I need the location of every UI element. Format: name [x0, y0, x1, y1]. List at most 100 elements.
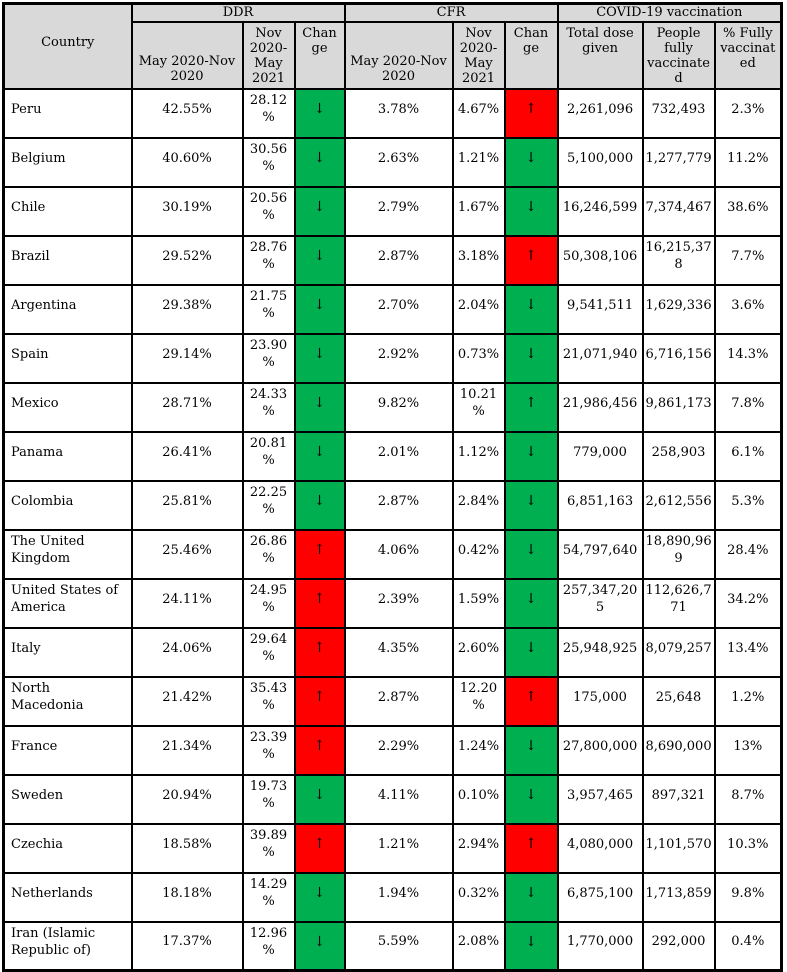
cfr-period2-cell: 12.20%	[451, 675, 506, 727]
people-fully-vaccinated-cell: 258,903	[641, 430, 716, 482]
cfr-change-down-arrow-cell: ↓	[503, 430, 559, 482]
country-cell: Sweden	[2, 773, 133, 825]
vaccination-group-header: COVID-19 vaccination	[556, 2, 783, 23]
ddr-period1-cell: 17.37%	[130, 920, 244, 972]
table-body: Peru 42.55% 28.12% ↓ 3.78% 4.67% ↑ 2,261,096 732…	[2, 87, 783, 972]
total-doses-cell: 9,541,511	[556, 283, 644, 335]
cfr-period2-cell: 2.84%	[451, 479, 506, 531]
ddr-period1-header: May 2020-Nov 2020	[130, 20, 244, 90]
ddr-change-down-arrow-cell: ↓	[293, 283, 346, 335]
ddr-period1-cell: 29.38%	[130, 283, 244, 335]
cfr-change-down-arrow-cell: ↓	[503, 724, 559, 776]
table-row: Peru 42.55% 28.12% ↓ 3.78% 4.67% ↑ 2,261,096 732…	[2, 87, 783, 139]
ddr-change-down-arrow-cell: ↓	[293, 136, 346, 188]
ddr-change-down-arrow-cell: ↓	[293, 479, 346, 531]
people-fully-vaccinated-cell: 2,612,556	[641, 479, 716, 531]
total-doses-cell: 3,957,465	[556, 773, 644, 825]
country-cell: France	[2, 724, 133, 776]
ddr-period1-cell: 18.18%	[130, 871, 244, 923]
cfr-period1-cell: 2.87%	[343, 479, 454, 531]
cfr-period2-cell: 0.73%	[451, 332, 506, 384]
ddr-period1-cell: 24.11%	[130, 577, 244, 629]
cfr-period2-cell: 3.18%	[451, 234, 506, 286]
cfr-change-down-arrow-cell: ↓	[503, 283, 559, 335]
people-fully-vaccinated-cell: 8,690,000	[641, 724, 716, 776]
cfr-period1-cell: 2.29%	[343, 724, 454, 776]
ddr-change-down-arrow-cell: ↓	[293, 920, 346, 972]
table-row: Iran (Islamic Republic of) 17.37% 12.96% ↓ 5…	[2, 920, 783, 972]
ddr-period1-cell: 30.19%	[130, 185, 244, 237]
table-row: France 21.34% 23.39% ↑ 2.29% 1.24% ↓ 27,800,000…	[2, 724, 783, 776]
country-cell: Peru	[2, 87, 133, 139]
ddr-change-up-arrow-cell: ↑	[293, 577, 346, 629]
ddr-change-down-arrow-cell: ↓	[293, 87, 346, 139]
country-cell: Colombia	[2, 479, 133, 531]
people-fully-vaccinated-header: People fully vaccinated	[641, 20, 716, 90]
table-row: Czechia 18.58% 39.89% ↑ 1.21% 2.94% ↑ 4,080,000…	[2, 822, 783, 874]
ddr-period1-cell: 24.06%	[130, 626, 244, 678]
cfr-change-up-arrow-cell: ↑	[503, 822, 559, 874]
total-doses-cell: 257,347,205	[556, 577, 644, 629]
ddr-period2-cell: 19.73%	[241, 773, 296, 825]
pct-fully-vaccinated-cell: 0.4%	[713, 920, 783, 972]
ddr-period2-cell: 28.76%	[241, 234, 296, 286]
cfr-period1-cell: 4.35%	[343, 626, 454, 678]
cfr-period1-cell: 2.70%	[343, 283, 454, 335]
people-fully-vaccinated-cell: 8,079,257	[641, 626, 716, 678]
ddr-period1-cell: 21.34%	[130, 724, 244, 776]
people-fully-vaccinated-cell: 16,215,378	[641, 234, 716, 286]
people-fully-vaccinated-cell: 9,861,173	[641, 381, 716, 433]
cfr-period1-header: May 2020-Nov 2020	[343, 20, 454, 90]
ddr-period2-cell: 24.95%	[241, 577, 296, 629]
total-doses-cell: 175,000	[556, 675, 644, 727]
total-doses-header: Total dose given	[556, 20, 644, 90]
country-cell: Czechia	[2, 822, 133, 874]
total-doses-cell: 25,948,925	[556, 626, 644, 678]
pct-fully-vaccinated-cell: 10.3%	[713, 822, 783, 874]
group-header-row: Country DDR CFR COVID-19 vaccination	[2, 2, 783, 90]
ddr-change-up-arrow-cell: ↑	[293, 675, 346, 727]
pct-fully-vaccinated-cell: 13%	[713, 724, 783, 776]
country-cell: Panama	[2, 430, 133, 482]
ddr-period1-cell: 18.58%	[130, 822, 244, 874]
ddr-period2-cell: 28.12%	[241, 87, 296, 139]
cfr-period2-cell: 1.59%	[451, 577, 506, 629]
ddr-period2-cell: 20.56%	[241, 185, 296, 237]
people-fully-vaccinated-cell: 112,626,771	[641, 577, 716, 629]
cfr-period2-header: Nov 2020-May 2021	[451, 20, 506, 90]
pct-fully-vaccinated-header: % Fully vaccinated	[713, 20, 783, 90]
cfr-period2-cell: 4.67%	[451, 87, 506, 139]
total-doses-cell: 21,071,940	[556, 332, 644, 384]
ddr-period2-cell: 21.75%	[241, 283, 296, 335]
ddr-change-up-arrow-cell: ↑	[293, 626, 346, 678]
ddr-period1-cell: 42.55%	[130, 87, 244, 139]
cfr-change-down-arrow-cell: ↓	[503, 185, 559, 237]
pct-fully-vaccinated-cell: 6.1%	[713, 430, 783, 482]
total-doses-cell: 6,851,163	[556, 479, 644, 531]
cfr-period2-cell: 0.32%	[451, 871, 506, 923]
cfr-period1-cell: 4.06%	[343, 528, 454, 580]
cfr-period1-cell: 3.78%	[343, 87, 454, 139]
people-fully-vaccinated-cell: 292,000	[641, 920, 716, 972]
pct-fully-vaccinated-cell: 38.6%	[713, 185, 783, 237]
total-doses-cell: 6,875,100	[556, 871, 644, 923]
total-doses-cell: 27,800,000	[556, 724, 644, 776]
table-row: Mexico 28.71% 24.33% ↓ 9.82% 10.21% ↑ 21,986,45…	[2, 381, 783, 433]
pct-fully-vaccinated-cell: 1.2%	[713, 675, 783, 727]
cfr-period2-cell: 0.42%	[451, 528, 506, 580]
country-cell: Argentina	[2, 283, 133, 335]
ddr-period1-cell: 28.71%	[130, 381, 244, 433]
table-row: Colombia 25.81% 22.25% ↓ 2.87% 2.84% ↓ 6,851,16…	[2, 479, 783, 531]
total-doses-cell: 1,770,000	[556, 920, 644, 972]
table-row: Italy 24.06% 29.64% ↑ 4.35% 2.60% ↓ 25,948,925 8…	[2, 626, 783, 678]
pct-fully-vaccinated-cell: 13.4%	[713, 626, 783, 678]
total-doses-cell: 2,261,096	[556, 87, 644, 139]
pct-fully-vaccinated-cell: 28.4%	[713, 528, 783, 580]
ddr-period2-cell: 26.86%	[241, 528, 296, 580]
cfr-change-down-arrow-cell: ↓	[503, 577, 559, 629]
table-row: Chile 30.19% 20.56% ↓ 2.79% 1.67% ↓ 16,246,599 7…	[2, 185, 783, 237]
cfr-period2-cell: 2.08%	[451, 920, 506, 972]
cfr-change-up-arrow-cell: ↑	[503, 381, 559, 433]
table-row: Belgium 40.60% 30.56% ↓ 2.63% 1.21% ↓ 5,100,000…	[2, 136, 783, 188]
ddr-change-up-arrow-cell: ↑	[293, 528, 346, 580]
